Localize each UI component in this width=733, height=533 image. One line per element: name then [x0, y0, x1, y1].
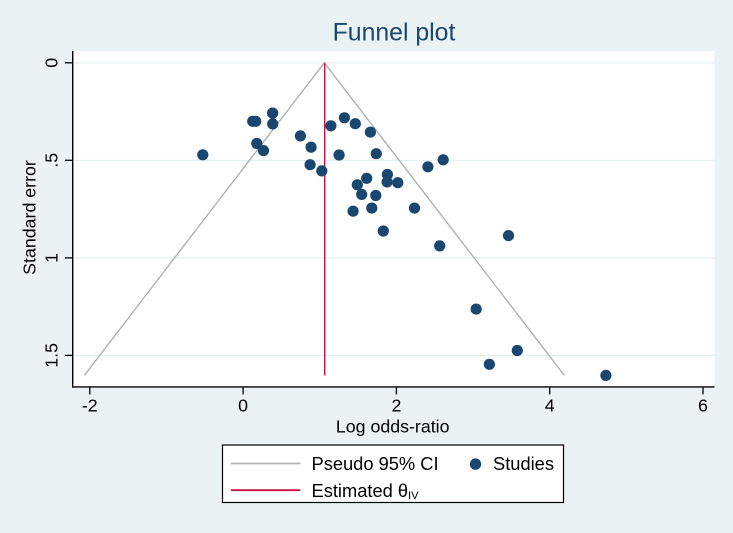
svg-text:-2: -2 — [82, 396, 98, 416]
svg-text:Studies: Studies — [493, 453, 554, 474]
svg-text:Funnel plot: Funnel plot — [333, 19, 456, 46]
svg-text:Pseudo 95% CI: Pseudo 95% CI — [312, 453, 439, 474]
svg-text:1: 1 — [42, 253, 62, 263]
svg-text:0: 0 — [42, 58, 62, 68]
svg-text:.5: .5 — [42, 153, 62, 168]
svg-text:1.5: 1.5 — [42, 343, 62, 368]
svg-text:2: 2 — [391, 396, 401, 416]
svg-text:4: 4 — [545, 396, 555, 416]
svg-text:0: 0 — [238, 396, 248, 416]
svg-text:Estimated θIV: Estimated θIV — [312, 480, 420, 502]
svg-text:6: 6 — [698, 396, 708, 416]
svg-text:Log odds-ratio: Log odds-ratio — [336, 416, 450, 436]
svg-text:Standard error: Standard error — [20, 160, 40, 275]
